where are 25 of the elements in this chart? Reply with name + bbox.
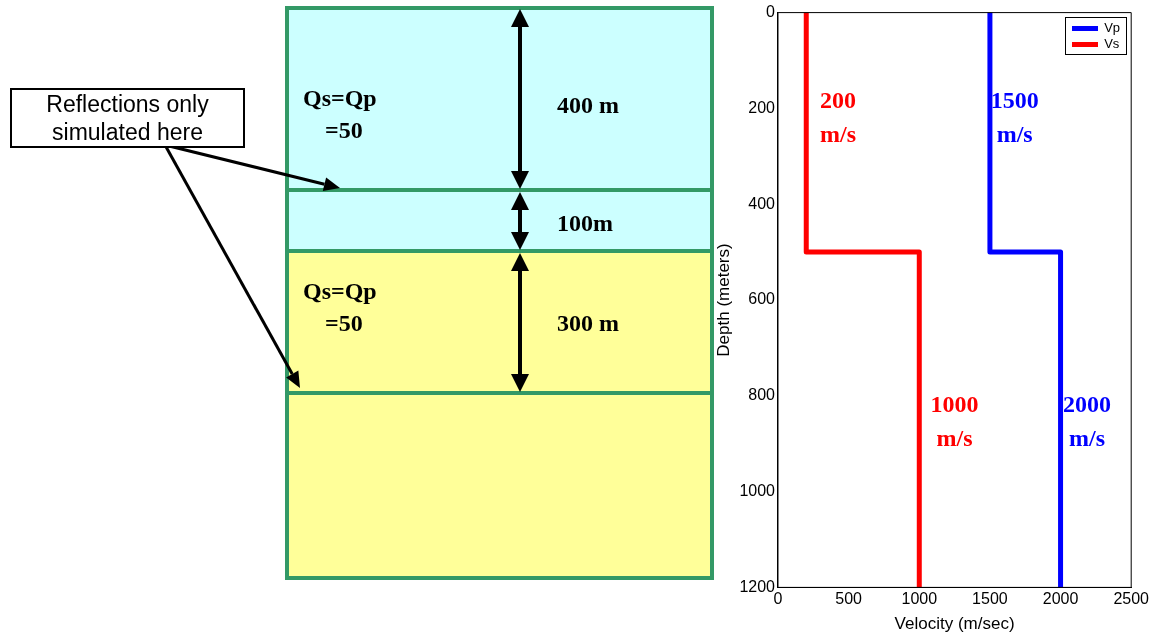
x-axis-title: Velocity (m/sec) <box>894 614 1015 634</box>
y-tick-label: 200 <box>748 98 776 116</box>
y-tick-label: 0 <box>766 3 776 21</box>
text: Qs=Qp =50 <box>303 277 377 338</box>
annotation: 1000 m/s <box>930 391 979 452</box>
text: Reflections only simulated here <box>10 88 245 148</box>
annotation: 1500 m/s <box>990 87 1039 148</box>
text: Qs=Qp =50 <box>303 84 377 145</box>
x-tick-label: 500 <box>835 590 863 608</box>
annotation: 200 m/s <box>820 87 857 148</box>
y-tick-label: 1000 <box>739 482 776 500</box>
y-tick-label: 800 <box>748 386 776 404</box>
annotation: 2000 m/s <box>1063 391 1112 452</box>
legend-label: Vs <box>1103 35 1121 52</box>
y-tick-label: 600 <box>748 290 776 308</box>
legend-label: Vp <box>1103 19 1121 36</box>
x-tick-label: 2500 <box>1113 590 1150 608</box>
x-tick-label: 1500 <box>972 590 1008 608</box>
y-axis-title: Depth (meters) <box>713 243 733 357</box>
x-tick-label: 1000 <box>901 590 938 608</box>
text: 400 m <box>557 92 619 119</box>
y-tick-label: 400 <box>748 194 776 212</box>
x-tick-label: 2000 <box>1042 590 1079 608</box>
text: 300 m <box>557 310 619 337</box>
text: 100m <box>557 210 613 237</box>
